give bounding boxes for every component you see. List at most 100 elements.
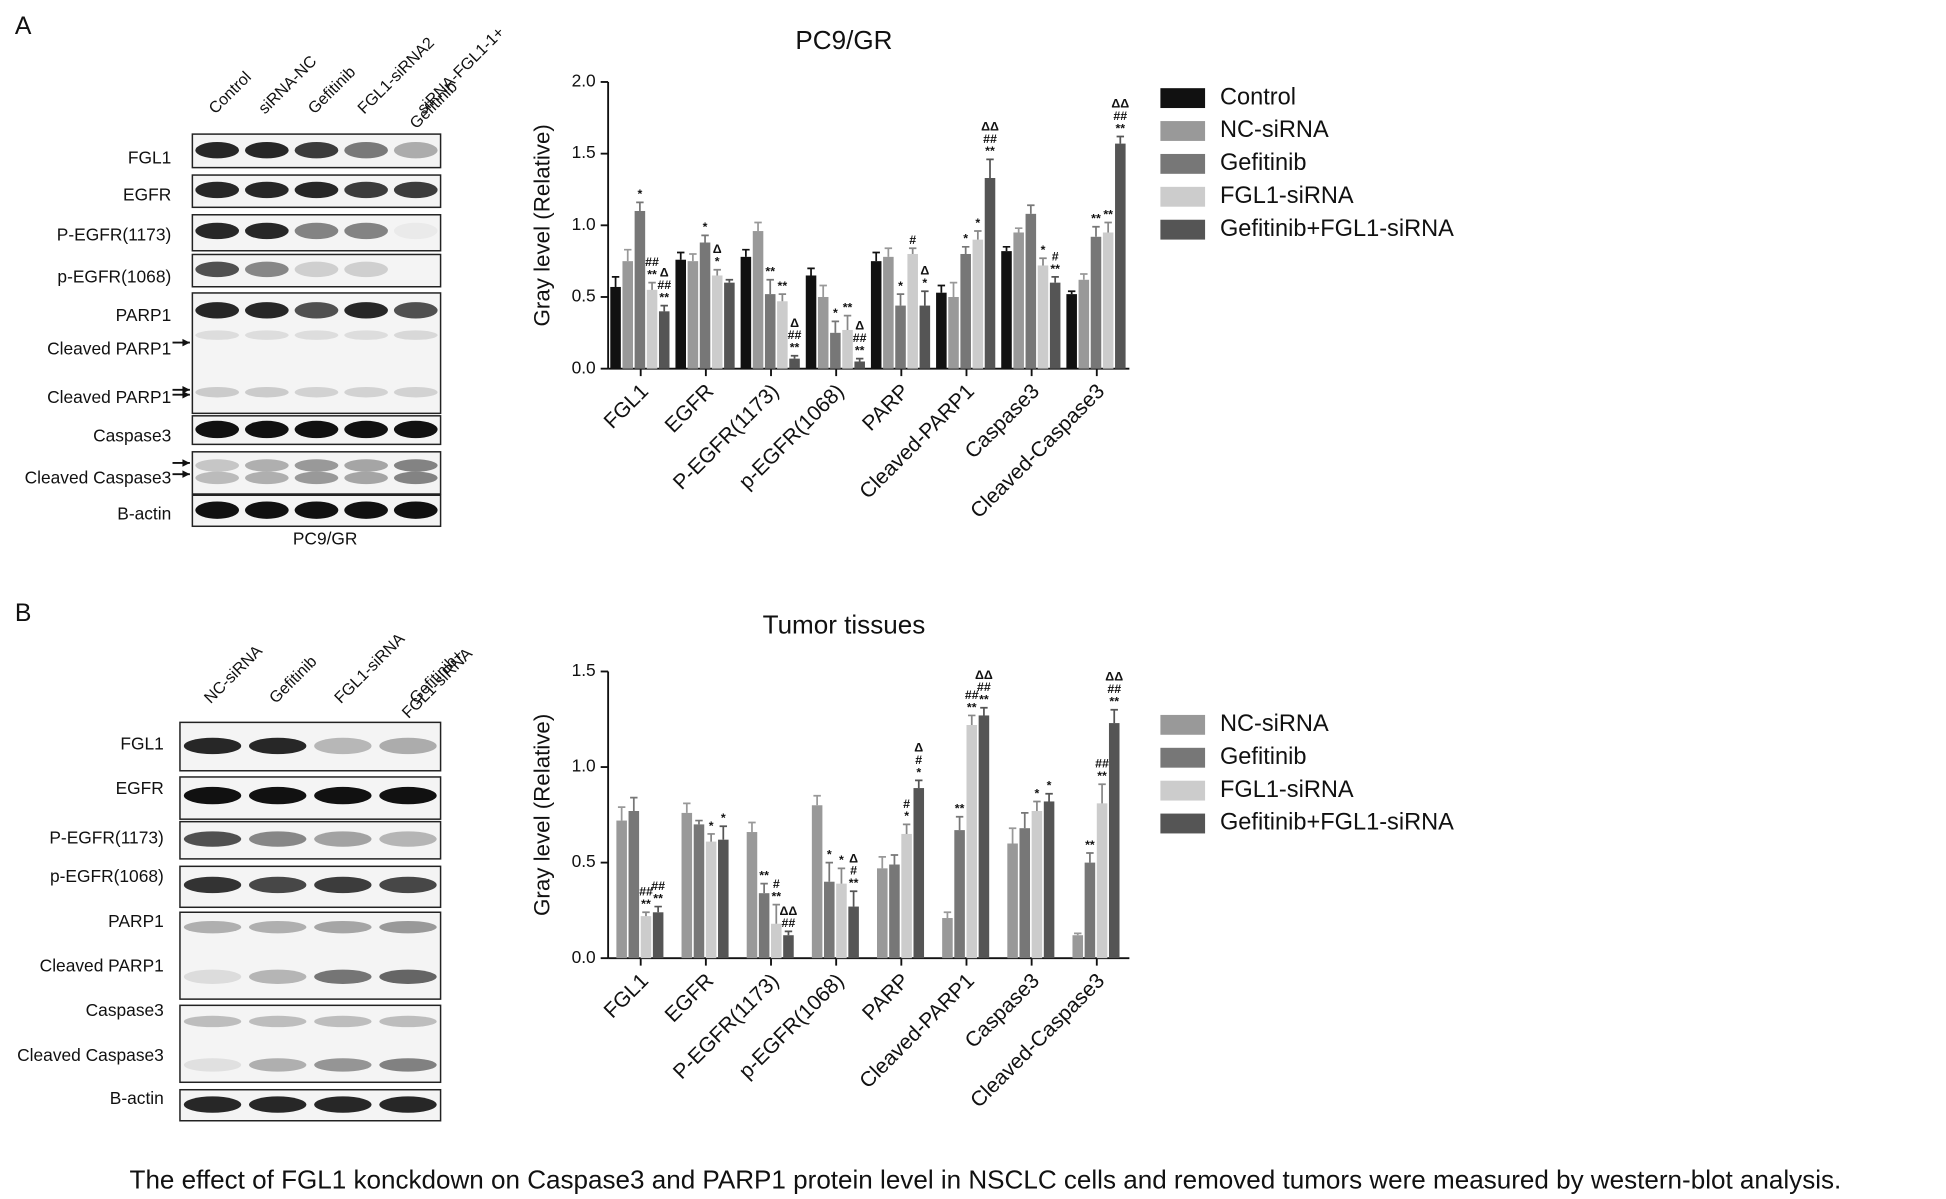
blot-band bbox=[195, 501, 240, 519]
blot-band bbox=[249, 1058, 307, 1072]
significance-mark: ** bbox=[955, 802, 965, 816]
error-bar bbox=[819, 284, 827, 297]
significance-mark: ## bbox=[1113, 109, 1127, 123]
blot-band bbox=[379, 786, 437, 805]
significance-mark: # bbox=[903, 797, 910, 811]
significance-mark: # bbox=[909, 233, 916, 247]
error-bar bbox=[654, 905, 662, 913]
bar bbox=[640, 916, 652, 959]
arrow-head bbox=[182, 470, 190, 478]
bar bbox=[1001, 251, 1012, 369]
blot-band bbox=[393, 471, 438, 485]
blot-band bbox=[294, 459, 339, 472]
significance-mark: Δ bbox=[849, 851, 858, 865]
bar bbox=[1108, 723, 1120, 959]
blot-band bbox=[294, 330, 339, 340]
bar bbox=[646, 289, 658, 369]
x-tick-label: EGFR bbox=[661, 969, 719, 1027]
error-bar bbox=[1086, 852, 1094, 863]
blot-band bbox=[244, 420, 289, 439]
blot-band bbox=[249, 969, 307, 984]
significance-mark: * bbox=[827, 847, 832, 861]
error-bar bbox=[689, 253, 697, 262]
significance-mark: ** bbox=[1085, 838, 1095, 852]
y-tick-label: 0.5 bbox=[572, 851, 596, 871]
lane-label: FGL1-siRNA bbox=[331, 630, 409, 708]
error-bar bbox=[837, 867, 846, 884]
blot-band bbox=[294, 471, 339, 485]
bar bbox=[687, 261, 699, 369]
significance-mark: # bbox=[773, 877, 780, 891]
bar bbox=[942, 918, 953, 959]
error-bar bbox=[1039, 257, 1047, 266]
blot-band bbox=[183, 831, 242, 847]
error-bar bbox=[1098, 783, 1106, 804]
error-bar bbox=[980, 706, 988, 716]
bar bbox=[658, 311, 670, 369]
error-bar bbox=[754, 221, 762, 232]
blot-band bbox=[183, 876, 242, 894]
bar bbox=[811, 805, 823, 959]
significance-mark: ΔΔ bbox=[981, 119, 999, 133]
blot-band bbox=[314, 969, 372, 984]
blot-band bbox=[393, 181, 438, 199]
arrow-head bbox=[182, 386, 190, 394]
error-bar bbox=[725, 278, 734, 283]
bar bbox=[919, 305, 931, 369]
significance-mark: ## bbox=[983, 132, 997, 146]
error-bar bbox=[1110, 708, 1118, 724]
bar bbox=[1096, 803, 1108, 959]
row-label: Cleaved Caspase3 bbox=[25, 468, 172, 488]
row-label: Cleaved PARP1 bbox=[47, 387, 171, 407]
significance-mark: Δ bbox=[790, 316, 799, 330]
error-bar bbox=[1092, 225, 1100, 237]
blot-band bbox=[294, 142, 339, 159]
row-label: Caspase3 bbox=[93, 426, 171, 446]
bar bbox=[954, 830, 965, 959]
legend-swatch bbox=[1160, 747, 1206, 768]
y-axis-label: Gray level (Relative) bbox=[529, 124, 554, 326]
blot-band bbox=[249, 1015, 307, 1028]
row-label: B-actin bbox=[110, 1088, 164, 1108]
bar bbox=[824, 881, 835, 959]
error-bar bbox=[1002, 245, 1011, 252]
blot-band bbox=[379, 969, 437, 984]
bar bbox=[681, 812, 693, 959]
blot-band bbox=[379, 737, 437, 755]
error-bar bbox=[831, 320, 840, 333]
panel-letter: A bbox=[15, 13, 32, 40]
blot-band bbox=[294, 387, 339, 398]
blot-band bbox=[314, 737, 372, 755]
legend-swatch bbox=[1160, 780, 1206, 801]
legend-label: FGL1-siRNA bbox=[1220, 776, 1354, 802]
significance-mark: ** bbox=[855, 343, 865, 357]
blot-band bbox=[314, 1015, 372, 1028]
significance-mark: ** bbox=[647, 267, 657, 281]
row-label: EGFR bbox=[123, 185, 171, 205]
blot-band bbox=[294, 261, 339, 278]
significance-mark: ** bbox=[653, 891, 663, 905]
significance-mark: ** bbox=[843, 300, 853, 314]
row-label: PARP1 bbox=[116, 305, 172, 325]
significance-mark: Δ bbox=[855, 319, 864, 333]
significance-mark: ΔΔ bbox=[1105, 670, 1123, 684]
error-bar bbox=[1008, 827, 1017, 844]
bar bbox=[634, 210, 646, 369]
error-bar bbox=[642, 911, 650, 917]
error-bar bbox=[849, 890, 858, 907]
bar bbox=[675, 259, 687, 369]
bar bbox=[960, 253, 971, 369]
blot-band bbox=[294, 181, 339, 199]
significance-mark: * bbox=[904, 809, 909, 823]
blot-band bbox=[294, 420, 339, 439]
bar bbox=[836, 883, 847, 959]
arrow-head bbox=[182, 338, 190, 347]
blot-band bbox=[393, 302, 438, 319]
blot-band bbox=[344, 302, 388, 319]
error-bar bbox=[748, 821, 756, 833]
blot-band bbox=[183, 1015, 242, 1028]
x-tick-label: Cleaved-PARP1 bbox=[855, 969, 979, 1093]
error-bar bbox=[884, 247, 893, 257]
significance-mark: Δ bbox=[660, 266, 669, 280]
blot-band bbox=[314, 786, 372, 805]
